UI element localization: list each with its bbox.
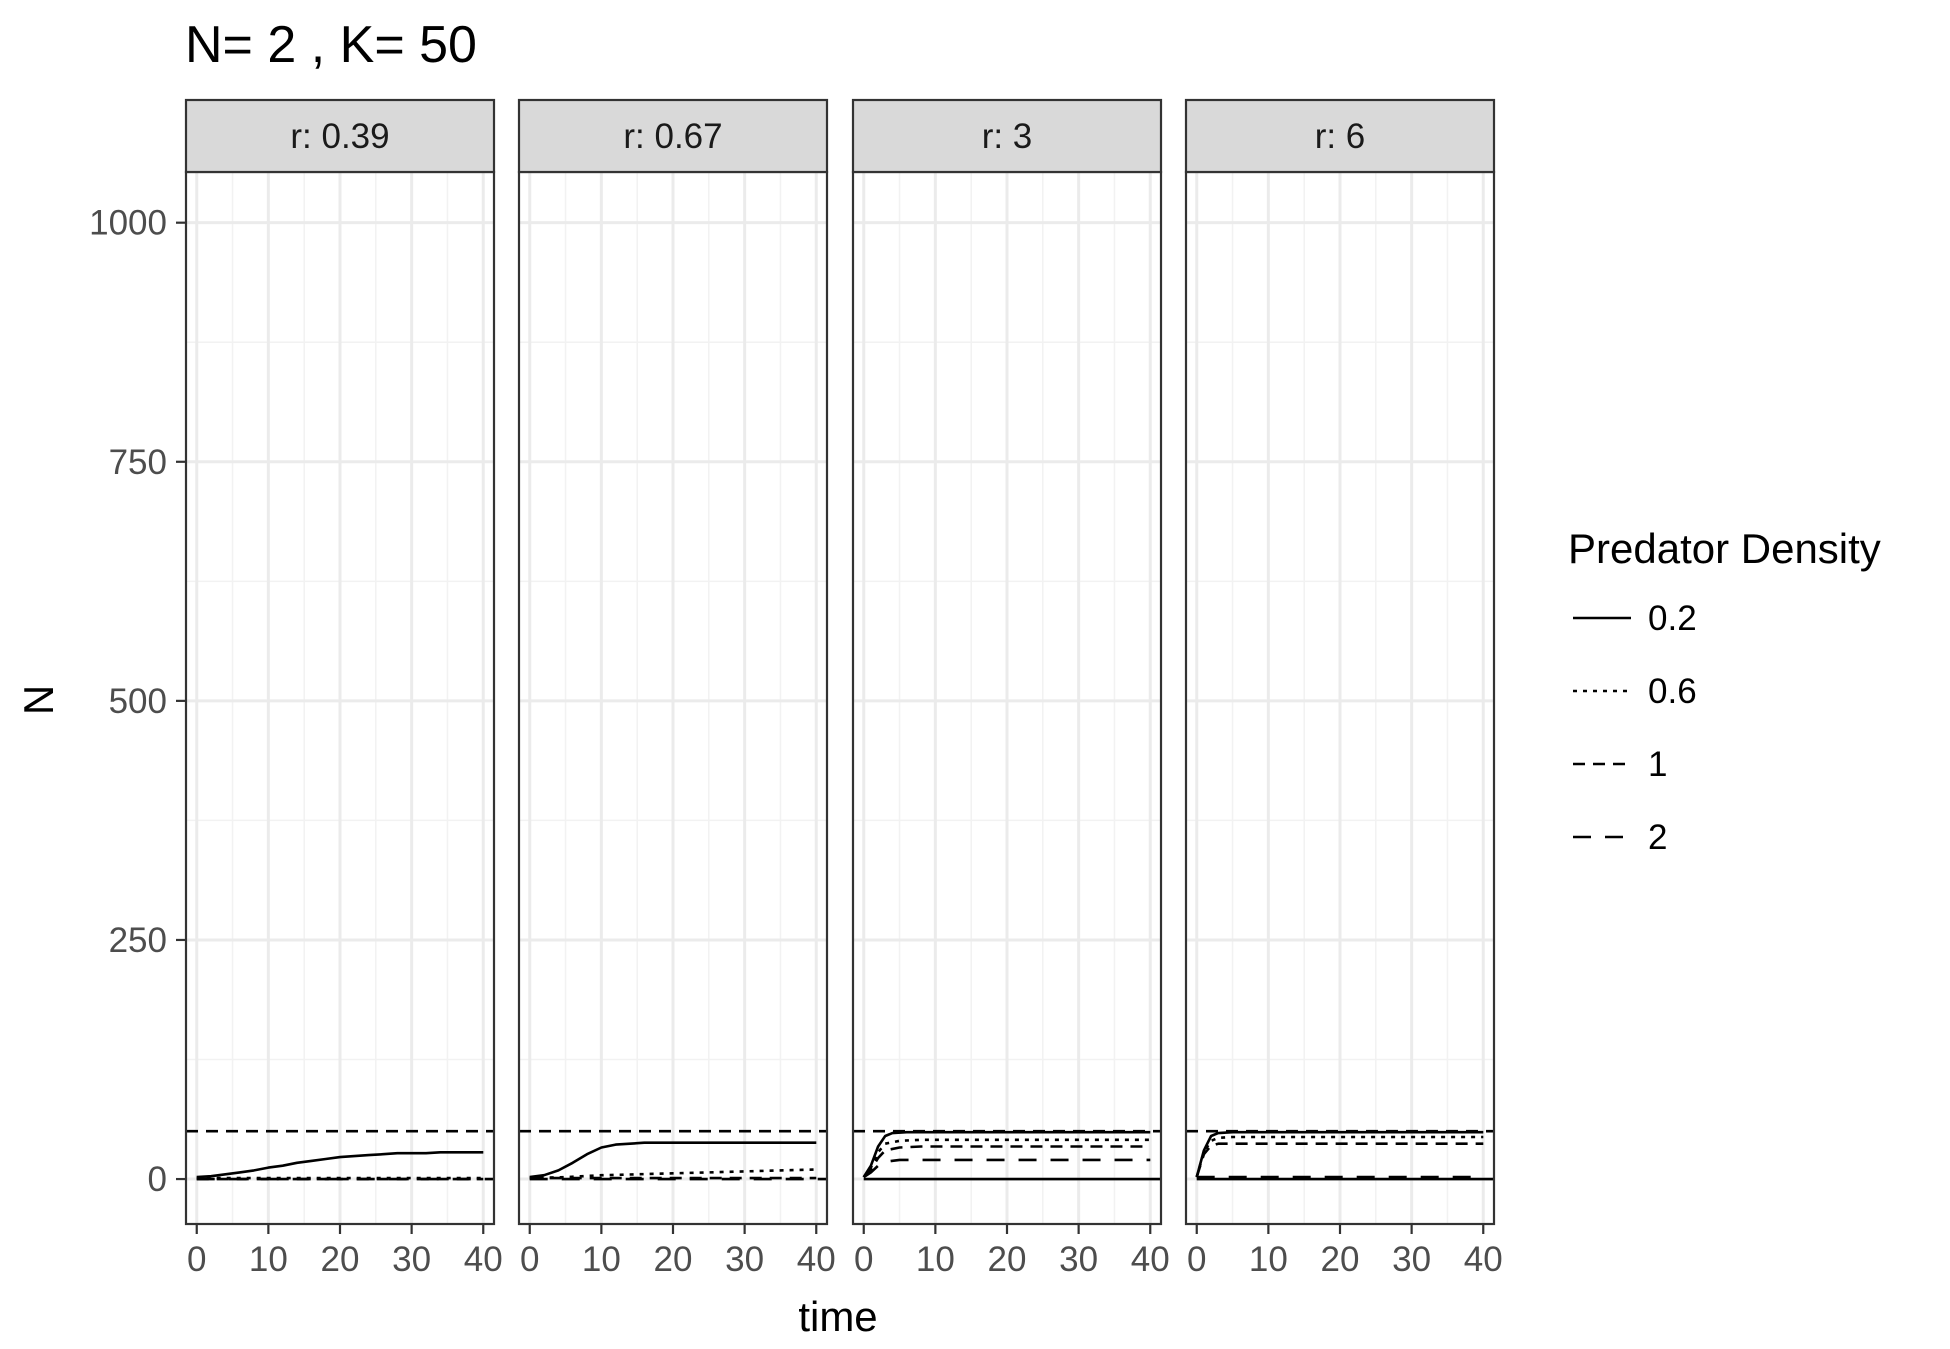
x-tick-label: 40 [797, 1240, 836, 1279]
legend-label: 2 [1648, 818, 1667, 857]
x-tick-label: 30 [1059, 1240, 1098, 1279]
series-line [862, 1158, 1151, 1179]
facet-strip-label: r: 0.67 [623, 117, 722, 156]
x-tick-label: 20 [654, 1240, 693, 1279]
series-line [196, 1151, 484, 1179]
legend-label: 1 [1648, 745, 1667, 784]
facet-strip [851, 98, 1163, 174]
x-tick-label: 20 [988, 1240, 1027, 1279]
x-axis-title: time [798, 1293, 877, 1340]
facet-strip-label: r: 0.39 [290, 117, 389, 156]
x-tick-label: 0 [187, 1240, 206, 1279]
y-tick-label: 0 [148, 1160, 167, 1199]
series-line [529, 1141, 817, 1179]
y-axis-title: N [15, 685, 62, 715]
series-line [1195, 1130, 1484, 1178]
facet-strip [184, 98, 496, 174]
facet-panel: r: 0.39 0 10 20 30 40 [184, 98, 503, 1279]
y-tick-label: 1000 [89, 204, 167, 243]
facet-panel: r: 6 0 10 20 30 40 [1184, 98, 1503, 1279]
facet-panel: r: 3 0 10 20 30 40 [851, 98, 1170, 1279]
x-tick-label: 40 [1464, 1240, 1503, 1279]
y-axis: 0 250 500 750 1000 [89, 204, 186, 1199]
series-line [1195, 1135, 1484, 1178]
series-line [529, 1168, 817, 1180]
y-tick-label: 750 [109, 443, 167, 482]
legend-title: Predator Density [1568, 525, 1881, 572]
legend: Predator Density 0.2 0.6 1 2 [1568, 525, 1881, 857]
series-line [1195, 1142, 1484, 1178]
facet-strip-label: r: 3 [982, 117, 1033, 156]
series-line [862, 1130, 1151, 1178]
chart-title: N= 2 , K= 50 [185, 16, 477, 74]
facet-strip-label: r: 6 [1315, 117, 1366, 156]
facet-strip [1184, 98, 1496, 174]
x-tick-label: 30 [725, 1240, 764, 1279]
x-tick-label: 0 [854, 1240, 873, 1279]
x-tick-label: 40 [464, 1240, 503, 1279]
x-tick-label: 30 [1392, 1240, 1431, 1279]
x-tick-label: 10 [582, 1240, 621, 1279]
y-tick-label: 250 [109, 921, 167, 960]
x-tick-label: 0 [520, 1240, 539, 1279]
x-tick-label: 20 [321, 1240, 360, 1279]
x-tick-label: 30 [392, 1240, 431, 1279]
x-tick-label: 20 [1321, 1240, 1360, 1279]
x-tick-label: 10 [249, 1240, 288, 1279]
legend-label: 0.6 [1648, 672, 1697, 711]
series-line [862, 1145, 1151, 1178]
x-tick-label: 10 [1249, 1240, 1288, 1279]
y-tick-label: 500 [109, 682, 167, 721]
facet-strip [517, 98, 829, 174]
x-tick-label: 40 [1131, 1240, 1170, 1279]
facet-panel: r: 0.67 0 10 20 30 40 [517, 98, 836, 1279]
x-tick-label: 10 [916, 1240, 955, 1279]
legend-label: 0.2 [1648, 599, 1697, 638]
x-tick-label: 0 [1187, 1240, 1206, 1279]
facet-panels: r: 0.39 0 10 20 30 40 r: 0.67 0 10 20 30 40 r: 3 0 10 2… [184, 98, 1503, 1279]
